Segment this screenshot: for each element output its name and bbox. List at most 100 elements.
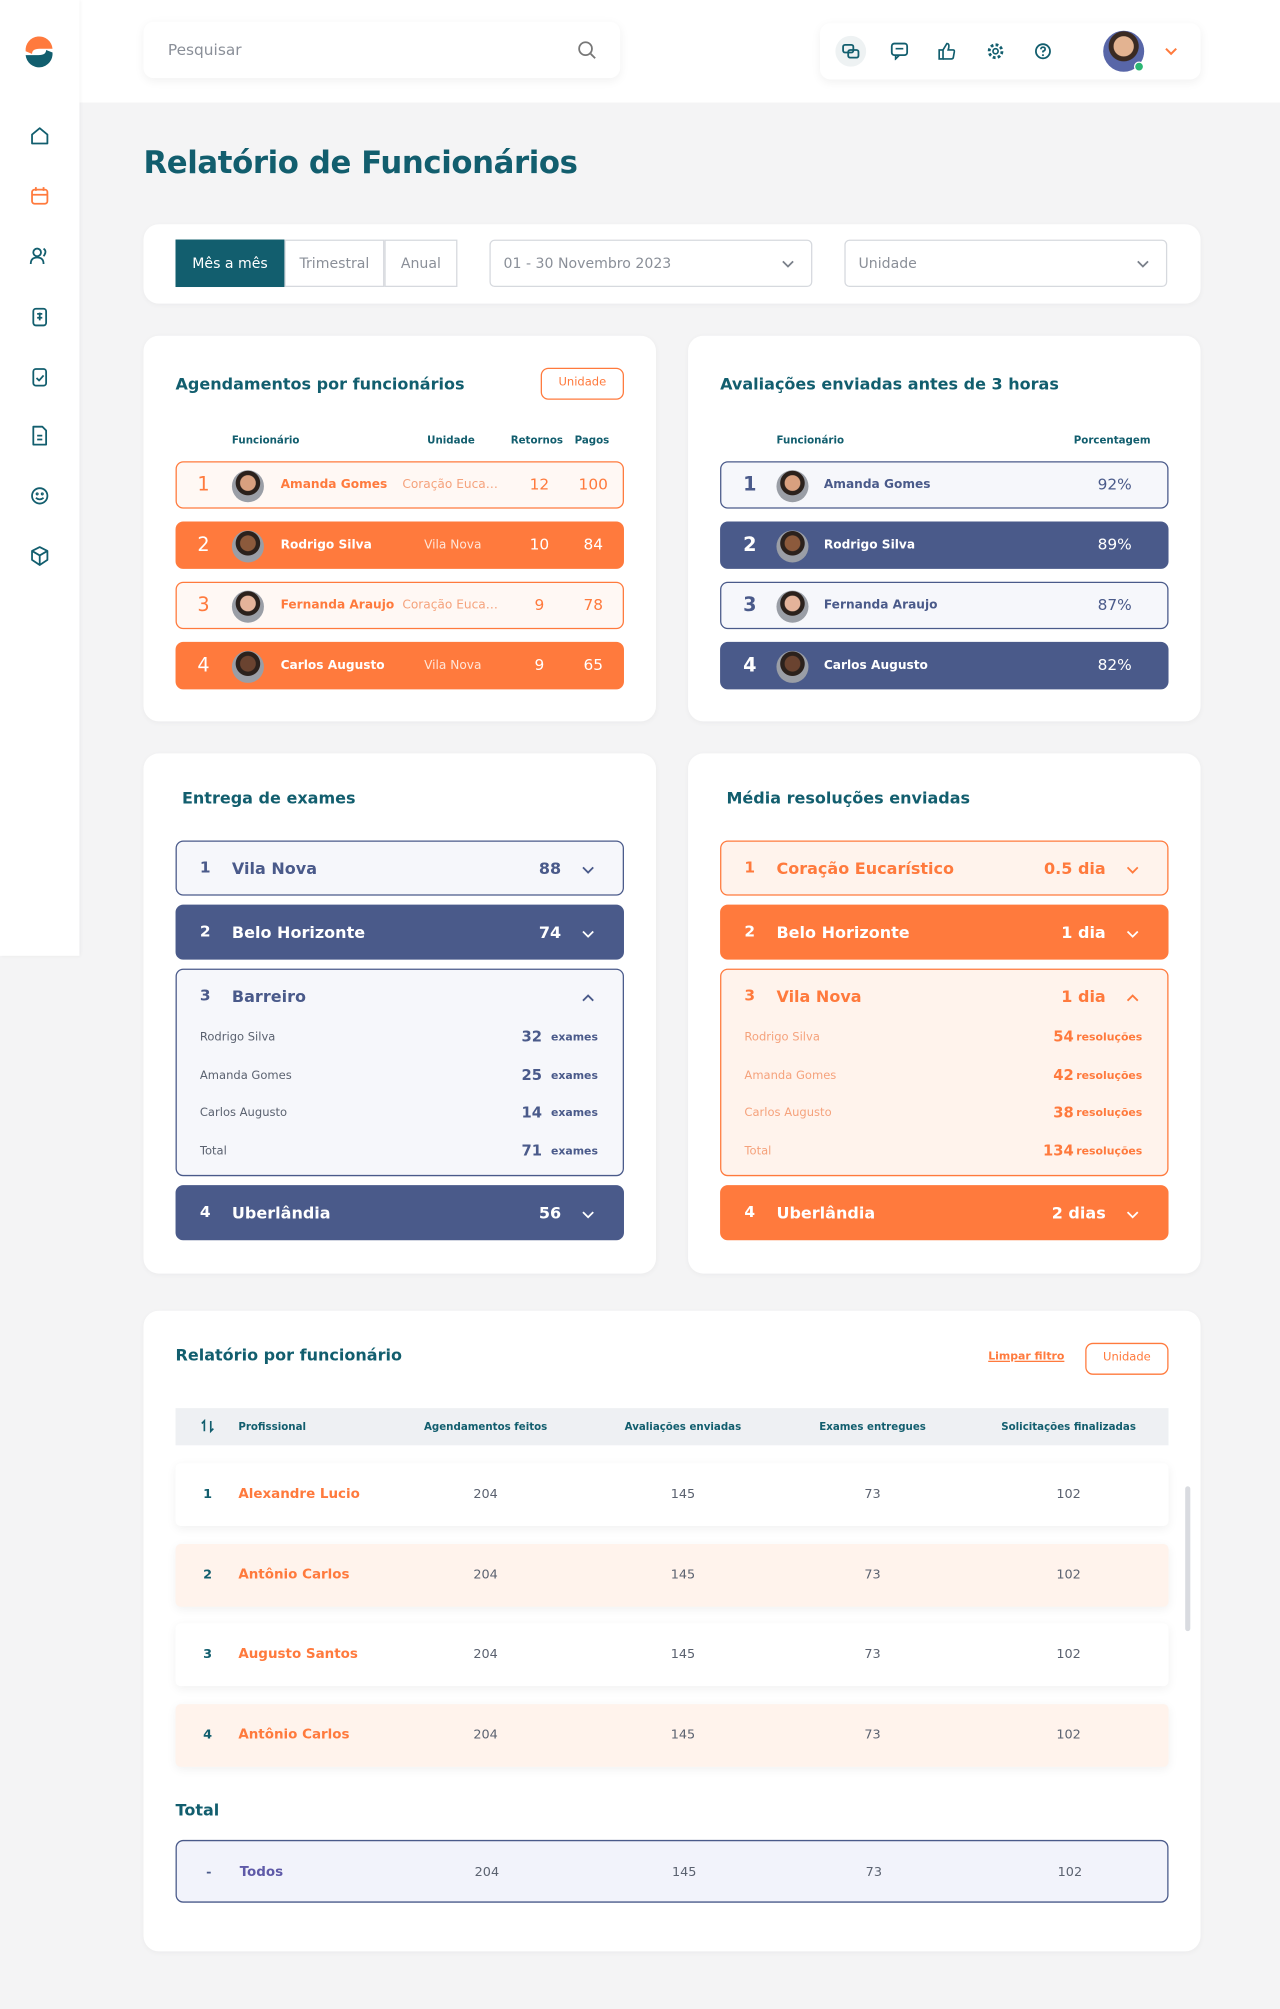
accordion-item[interactable]: 2 Belo Horizonte 74 — [175, 904, 624, 960]
nav-icon[interactable] — [29, 366, 50, 387]
card-title: Relatório por funcionário — [175, 1345, 402, 1365]
report-row[interactable]: 2 Antônio Carlos 204 145 73 102 — [175, 1543, 1169, 1607]
period-tab[interactable]: Mês a mês — [175, 239, 285, 288]
period-tab-label: Trimestral — [299, 254, 370, 272]
unit-filter-label: Unidade — [558, 376, 607, 390]
paid: 84 — [583, 535, 604, 554]
employee-name: Rodrigo Silva — [280, 538, 372, 553]
report-row[interactable]: 4 Antônio Carlos 204 145 73 102 — [175, 1703, 1169, 1767]
chevron[interactable] — [580, 929, 595, 939]
rank: 4 — [199, 1203, 211, 1222]
returns: 9 — [534, 656, 545, 674]
chevron[interactable] — [1125, 865, 1140, 875]
column-header: Avaliações enviadas — [624, 1420, 742, 1433]
unit-filter-button[interactable]: Unidade — [540, 367, 624, 400]
professional-name: Todos — [239, 1864, 284, 1880]
evaluation-row[interactable]: 1 Amanda Gomes 92% — [720, 461, 1169, 509]
professional-name: Antônio Carlos — [238, 1726, 350, 1742]
avatar — [231, 470, 264, 503]
message-icon[interactable] — [890, 42, 909, 61]
nav-icon[interactable] — [29, 425, 50, 446]
rank: 1 — [743, 472, 757, 496]
accordion-item[interactable]: 1 Coração Eucarístico 0.5 dia — [720, 840, 1169, 896]
chevron[interactable] — [580, 865, 595, 875]
appointment-row[interactable]: 4 Carlos Augusto Vila Nova 9 65 — [175, 641, 624, 690]
rank: 4 — [744, 1203, 756, 1222]
appointment-row[interactable]: 3 Fernanda Araujo Coração Eucarístico 9 78 — [175, 581, 624, 630]
professional-name: Alexandre Lucio — [238, 1486, 360, 1502]
nav-icon[interactable] — [29, 486, 50, 507]
evaluation-row[interactable]: 3 Fernanda Araujo 87% — [720, 581, 1169, 630]
unit-select[interactable]: Unidade — [844, 239, 1168, 288]
report-row[interactable]: 3 Augusto Santos 204 145 73 102 — [175, 1623, 1169, 1687]
unit-name: Belo Horizonte — [776, 922, 910, 942]
metric-value: 73 — [864, 1647, 881, 1662]
metric-value: 102 — [1057, 1865, 1083, 1880]
nav-icon[interactable] — [29, 186, 50, 207]
paid: 65 — [583, 656, 604, 674]
detail-label: exames — [550, 1031, 598, 1045]
rank: 4 — [203, 1727, 213, 1742]
rank: - — [206, 1865, 212, 1880]
detail-label: exames — [550, 1145, 598, 1159]
chevron[interactable] — [580, 993, 595, 1003]
appointment-row[interactable]: 2 Rodrigo Silva Vila Nova 10 84 — [175, 521, 624, 569]
unit-filter-button[interactable]: Unidade — [1085, 1342, 1169, 1375]
user-menu-chevron[interactable] — [1163, 46, 1178, 56]
nav-icon[interactable] — [29, 246, 50, 267]
rank: 3 — [197, 593, 210, 617]
chevron[interactable] — [1125, 993, 1140, 1003]
clear-filter-link[interactable]: Limpar filtro — [988, 1350, 1065, 1364]
search-icon — [578, 41, 596, 59]
period-tab[interactable]: Anual — [384, 239, 458, 288]
accordion-item[interactable]: 2 Belo Horizonte 1 dia — [720, 904, 1169, 960]
chevron[interactable] — [780, 259, 795, 269]
date-select[interactable]: 01 - 30 Novembro 2023 — [489, 239, 813, 288]
scrollbar — [1185, 1486, 1191, 1632]
settings-icon[interactable] — [987, 42, 1005, 60]
sort-icon[interactable] — [200, 1418, 215, 1434]
avatar — [231, 590, 264, 623]
accordion-item[interactable]: 3 Vila Nova 1 dia Rodrigo Silva 54 resoluções… — [720, 968, 1169, 1177]
report-row[interactable]: 1 Alexandre Lucio 204 145 73 102 — [175, 1463, 1169, 1527]
percentage: 92% — [1097, 475, 1132, 494]
professional-name: Antônio Carlos — [238, 1566, 350, 1582]
detail-value: 14 — [521, 1103, 542, 1122]
rank: 1 — [197, 472, 210, 496]
date-select-label: 01 - 30 Novembro 2023 — [503, 254, 672, 272]
column-header: Funcionário — [231, 434, 300, 446]
column-header: Solicitações finalizadas — [1001, 1420, 1136, 1433]
search-box[interactable]: Pesquisar — [143, 21, 621, 79]
accordion-item[interactable]: 4 Uberlândia 2 dias — [720, 1185, 1169, 1241]
evaluation-row[interactable]: 2 Rodrigo Silva 89% — [720, 521, 1169, 569]
accordion-item[interactable]: 3 Barreiro Rodrigo Silva 32 exames Amanda Gom… — [175, 968, 624, 1177]
appointment-row[interactable]: 1 Amanda Gomes Coração Eucarístico 12 100 — [175, 461, 624, 509]
unit: Vila Nova — [424, 658, 482, 673]
metric-value: 73 — [864, 1727, 881, 1742]
evaluation-row[interactable]: 4 Carlos Augusto 82% — [720, 641, 1169, 690]
chat-button[interactable] — [835, 35, 867, 67]
value: 0.5 dia — [1044, 858, 1106, 878]
accordion-item[interactable]: 4 Uberlândia 56 — [175, 1185, 624, 1241]
chevron[interactable] — [580, 1210, 595, 1220]
period-tab[interactable]: Trimestral — [284, 239, 385, 288]
detail-value: 134 — [1042, 1141, 1074, 1160]
column-header: Agendamentos feitos — [423, 1420, 548, 1433]
chevron[interactable] — [1125, 929, 1140, 939]
rank: 3 — [744, 986, 756, 1005]
help-icon[interactable] — [1034, 42, 1052, 60]
returns: 10 — [529, 535, 550, 554]
like-icon[interactable] — [938, 42, 956, 60]
accordion-item[interactable]: 1 Vila Nova 88 — [175, 840, 624, 896]
nav-icon[interactable] — [29, 126, 50, 147]
rank: 2 — [199, 922, 211, 941]
value: 1 dia — [1061, 922, 1106, 942]
chevron[interactable] — [1135, 259, 1150, 269]
detail-label: resoluções — [1076, 1107, 1143, 1121]
detail-value: 25 — [521, 1065, 542, 1084]
column-header: Exames entregues — [819, 1420, 926, 1433]
nav-icon[interactable] — [29, 546, 50, 567]
total-row[interactable]: - Todos 204 145 73 102 — [175, 1839, 1169, 1903]
nav-icon[interactable] — [29, 306, 50, 327]
chevron[interactable] — [1125, 1210, 1140, 1220]
